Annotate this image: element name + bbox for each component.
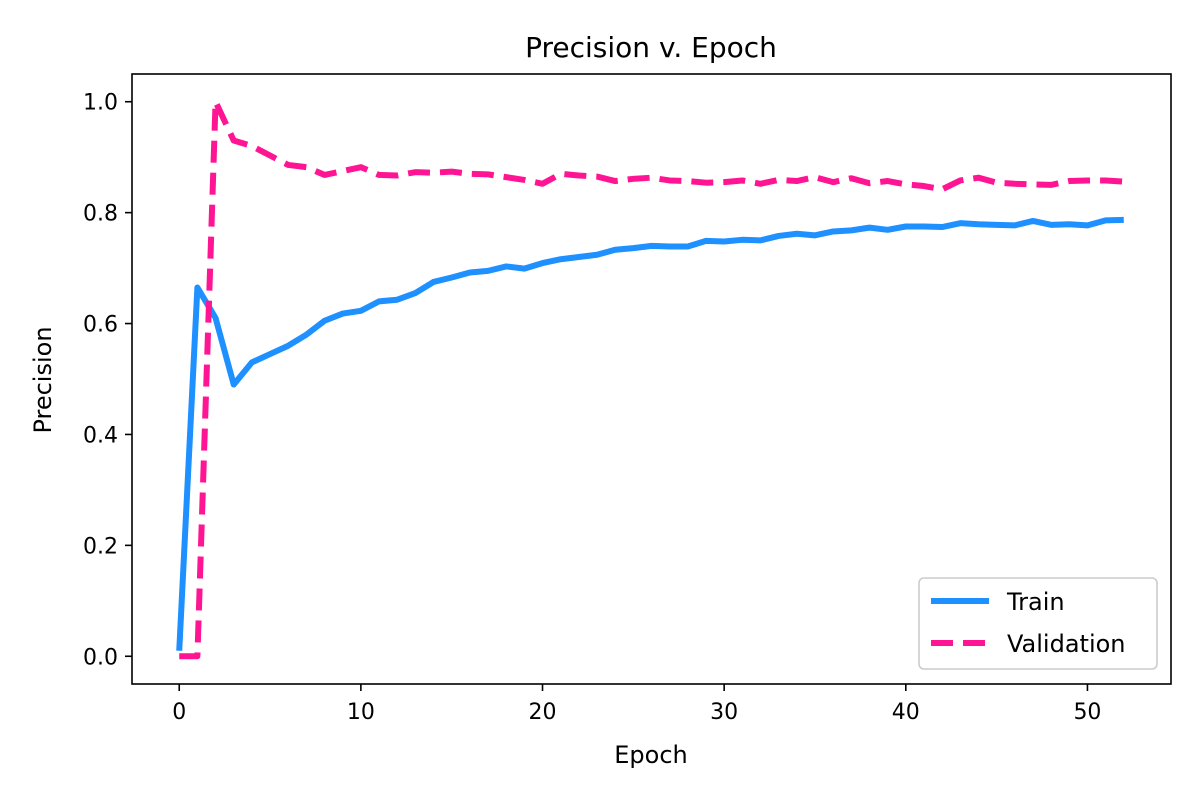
- y-tick-label: 0.6: [83, 313, 118, 338]
- legend-train-label: Train: [1006, 588, 1065, 616]
- y-tick-label: 0.8: [83, 202, 118, 227]
- x-tick-label: 50: [1073, 700, 1101, 725]
- y-axis-ticks: 0.0 0.2 0.4 0.6 0.8 1.0: [83, 91, 132, 670]
- y-tick-label: 1.0: [83, 91, 118, 116]
- legend: Train Validation: [918, 577, 1158, 670]
- x-tick-label: 30: [710, 700, 738, 725]
- x-axis-label: Epoch: [614, 741, 688, 769]
- y-tick-label: 0.4: [83, 423, 118, 448]
- plot-frame: [131, 73, 1172, 685]
- x-tick-label: 10: [347, 700, 375, 725]
- series-line-train: [176, 216, 1124, 651]
- y-tick-label: 0.0: [83, 645, 118, 670]
- x-tick-label: 20: [529, 700, 557, 725]
- x-tick-label: 0: [172, 700, 186, 725]
- x-axis-ticks: 0 10 20 30 40 50: [172, 684, 1101, 725]
- legend-validation-label: Validation: [1007, 630, 1126, 658]
- x-tick-label: 40: [892, 700, 920, 725]
- plot-area: [176, 98, 1124, 660]
- y-tick-label: 0.2: [83, 534, 118, 559]
- y-axis-label: Precision: [29, 326, 57, 433]
- chart-title: Precision v. Epoch: [525, 31, 777, 64]
